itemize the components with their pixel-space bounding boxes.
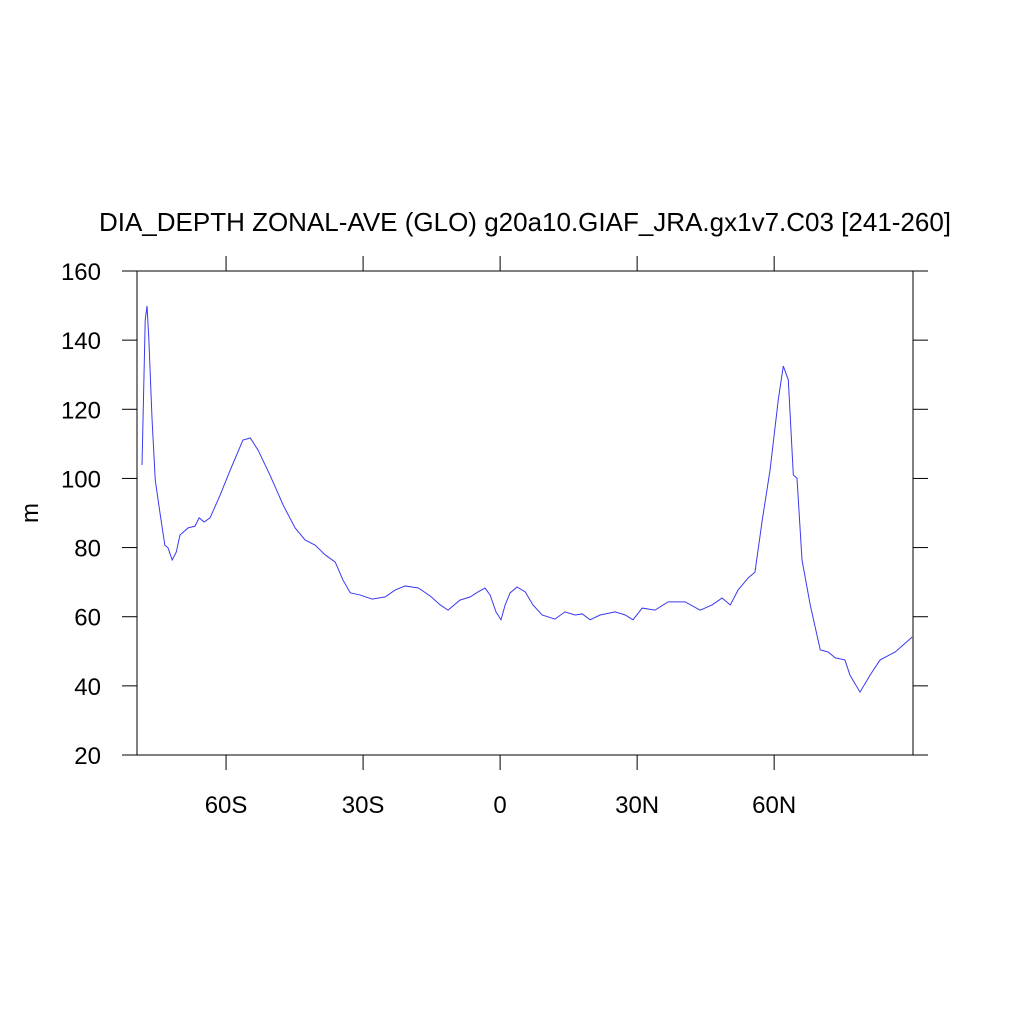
y-tick-label: 60 [74,605,101,632]
y-tick-label: 140 [61,328,101,355]
x-tick-label: 30S [342,792,385,819]
x-tick-label: 60N [752,792,796,819]
chart-title: DIA_DEPTH ZONAL-AVE (GLO) g20a10.GIAF_JR… [99,207,951,237]
y-tick-label: 160 [61,259,101,286]
x-tick-label: 30N [615,792,659,819]
y-tick-label: 100 [61,466,101,493]
y-axis-label: m [17,503,44,523]
data-line [141,305,913,694]
y-tick-label: 80 [74,536,101,563]
y-tick-label: 120 [61,397,101,424]
y-tick-label: 20 [74,743,101,770]
y-tick-label: 40 [74,674,101,701]
x-tick-label: 0 [493,792,506,819]
plot-frame [136,270,914,756]
x-tick-label: 60S [205,792,248,819]
